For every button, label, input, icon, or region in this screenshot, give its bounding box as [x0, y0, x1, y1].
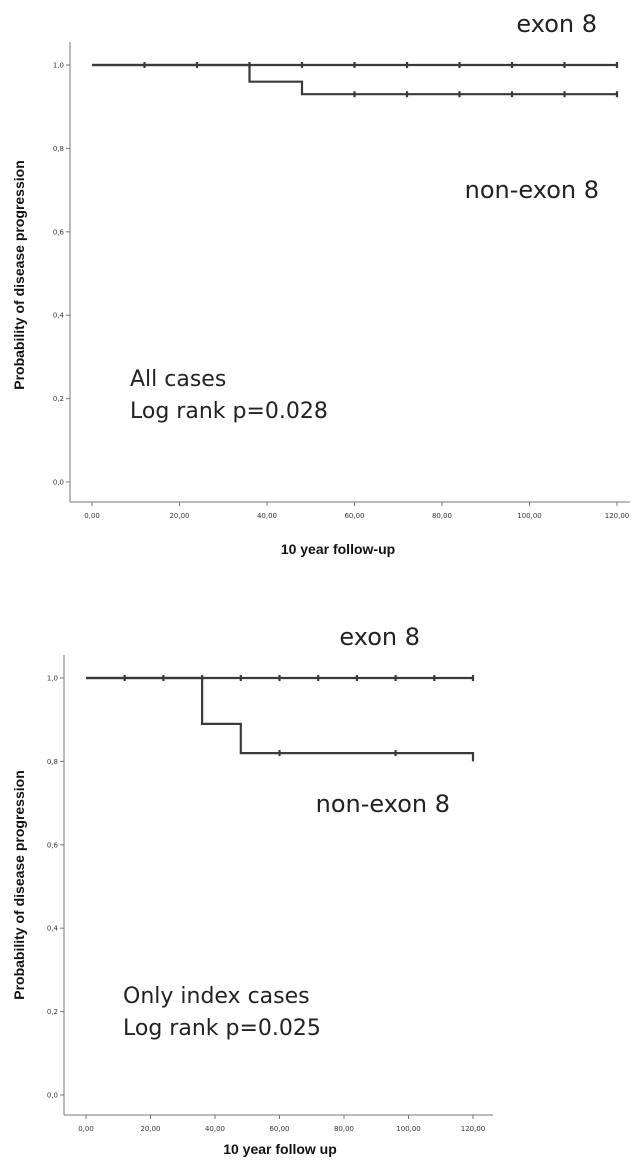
- bottom-x-tick-label: 120,00: [461, 1125, 486, 1133]
- bottom-note-log-rank: Log rank p=0.025: [123, 1016, 321, 1041]
- km-plot-all-cases: 0,0 0,2 0,4 0,6 0,8 1,0 0,00 20,00 40,00 60,00 80,…: [0, 0, 635, 580]
- bottom-x-tick-label: 60,00: [269, 1125, 289, 1133]
- top-y-tick-label: 0,8: [53, 145, 64, 153]
- top-x-tick-label: 20,00: [169, 512, 189, 520]
- top-series-label-exon-8: exon 8: [516, 10, 597, 38]
- bottom-series-label-non-exon-8: non-exon 8: [316, 790, 450, 818]
- top-series-label-non-exon-8: non-exon 8: [465, 176, 599, 204]
- top-note-cohort: All cases: [130, 367, 226, 392]
- top-y-tick-label: 1,0: [53, 62, 64, 70]
- top-x-tick-label: 80,00: [432, 512, 452, 520]
- top-y-axis-title: Probability of disease progression: [11, 160, 27, 390]
- bottom-series-line-non-exon-8: [86, 676, 475, 762]
- bottom-series-label-exon-8: exon 8: [339, 623, 420, 651]
- bottom-x-tick-label: 20,00: [140, 1125, 160, 1133]
- top-y-tick-label: 0,0: [53, 479, 64, 487]
- top-x-tick-label: 100,00: [517, 512, 542, 520]
- bottom-y-tick-label: 1,0: [47, 675, 58, 683]
- bottom-x-axis-title: 10 year follow up: [223, 1141, 337, 1157]
- top-y-tick-label: 0,6: [53, 228, 65, 236]
- top-x-tick-label: 40,00: [257, 512, 277, 520]
- bottom-x-tick-label: 0,00: [78, 1125, 94, 1133]
- bottom-y-tick-label: 0,6: [47, 841, 59, 849]
- top-x-tick-label: 120,00: [605, 512, 630, 520]
- bottom-x-tick-label: 40,00: [205, 1125, 225, 1133]
- top-x-axis-title: 10 year follow-up: [281, 541, 395, 557]
- bottom-y-tick-label: 0,4: [47, 925, 59, 933]
- top-y-tick-label: 0,4: [53, 312, 65, 320]
- top-series-line-non-exon-8: [92, 63, 617, 96]
- top-x-tick-label: 60,00: [344, 512, 364, 520]
- bottom-x-tick-label: 80,00: [334, 1125, 354, 1133]
- bottom-x-tick-label: 100,00: [396, 1125, 421, 1133]
- km-plot-all-cases-svg: 0,0 0,2 0,4 0,6 0,8 1,0 0,00 20,00 40,00 60,00 80,…: [11, 10, 630, 557]
- km-plot-index-cases: 0,0 0,2 0,4 0,6 0,8 1,0 0,00 20,00 40,00 60,00 80,…: [0, 600, 635, 1171]
- top-x-tick-label: 0,00: [84, 512, 100, 520]
- bottom-y-tick-label: 0,0: [47, 1092, 58, 1100]
- bottom-note-cohort: Only index cases: [123, 984, 310, 1009]
- top-y-tick-label: 0,2: [53, 395, 64, 403]
- bottom-y-tick-label: 0,8: [47, 758, 58, 766]
- top-note-log-rank: Log rank p=0.028: [130, 399, 328, 424]
- bottom-y-tick-label: 0,2: [47, 1008, 58, 1016]
- bottom-y-axis-title: Probability of disease progression: [11, 770, 27, 1000]
- km-plot-index-cases-svg: 0,0 0,2 0,4 0,6 0,8 1,0 0,00 20,00 40,00 60,00 80,…: [11, 623, 493, 1157]
